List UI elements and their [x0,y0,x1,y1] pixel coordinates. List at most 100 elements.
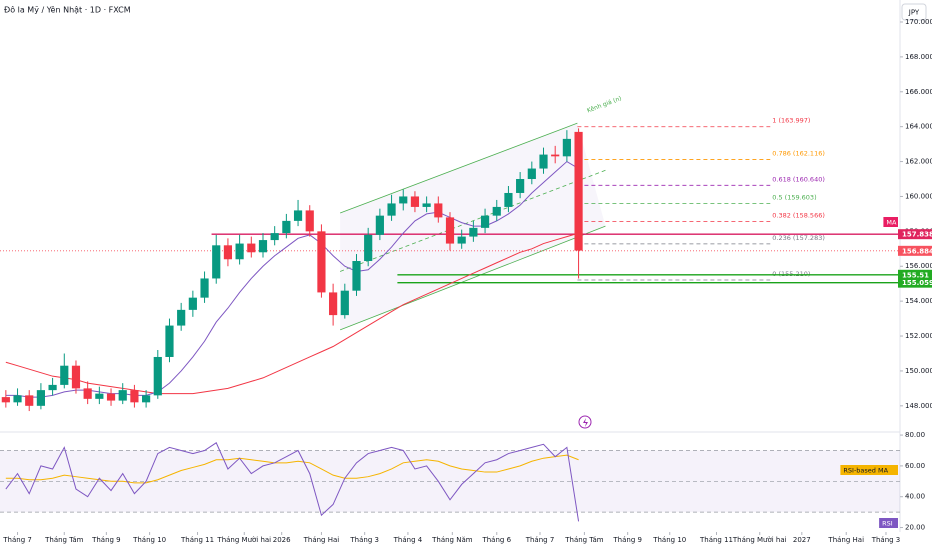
candle-body [247,243,256,253]
candle-body [270,233,279,241]
x-tick-label: Tháng Hai [827,536,864,544]
candle-body [422,203,431,207]
candle-body [13,395,22,403]
candle-body [469,227,478,237]
candle-body [364,234,373,262]
x-tick-label: Tháng 3 [871,536,901,544]
x-tick-label: 2026 [273,536,291,544]
x-tick-label: Tháng Hai [303,536,340,544]
candle-body [130,390,139,403]
rsi-tick-label: 40.00 [905,493,925,501]
event-bolt [583,418,588,427]
x-tick-label: Tháng 9 [612,536,642,544]
candle-body [410,196,420,207]
candle-body [25,395,34,406]
rsi-tick-label: 60.00 [905,462,925,470]
candle-body [574,131,583,251]
candle-body [504,192,513,207]
fib-label: 0 (155.210) [772,270,810,278]
indicator-tag-label: RSI [882,520,893,528]
candle-body [492,206,501,216]
candle-body [36,390,45,406]
candle-body [83,388,92,399]
x-tick-label: 2027 [793,536,811,544]
y-tick-label: 166.000 [905,88,932,96]
candle-body [434,203,443,218]
y-tick-label: 170.000 [905,18,932,26]
x-tick-label: Tháng 6 [481,536,511,544]
fib-label: 0.786 (162.116) [772,150,825,158]
candle-body [399,196,408,204]
candle-body [95,393,104,399]
candle-body [516,179,525,193]
candle-body [539,154,548,169]
fib-label: 0.382 (158.566) [772,211,825,219]
candle-body [305,210,314,232]
x-tick-label: Tháng 3 [349,536,379,544]
candle-body [118,390,127,401]
candle-body [71,365,81,389]
y-tick-label: 152.000 [905,332,932,340]
candle-body [106,393,116,401]
price-tag [898,269,932,280]
indicator-tag-label: RSI-based MA [843,467,888,475]
candle-body [457,236,466,244]
candle-body [282,220,291,234]
rsi-tick-label: 20.00 [905,524,925,532]
y-tick-label: 150.000 [905,367,932,375]
fib-label: 0.236 (157.283) [772,234,825,242]
candle-body [212,245,221,279]
candle-body [562,138,571,157]
candle-body [1,397,10,403]
candle-body [293,210,303,221]
candle-body [188,297,197,310]
candle-body [165,325,174,357]
ma-long-line [5,232,579,395]
y-tick-label: 168.000 [905,53,932,61]
channel-upper [339,122,578,214]
x-tick-label: Tháng Năm [431,536,473,544]
x-tick-label: Tháng 7 [2,536,32,544]
candle-body [142,395,151,403]
candle-body [235,243,244,260]
y-tick-label: 160.000 [905,192,932,200]
rsi-line [5,442,580,522]
fib-label: 0.5 (159.603) [772,193,816,201]
channel-lower [339,225,606,331]
candle-body [387,203,396,216]
x-tick-label: Tháng 10 [652,536,686,544]
y-tick-label: 162.000 [905,158,932,166]
x-tick-label: Tháng 11 [699,536,733,544]
candle-body [317,231,326,293]
candle-body [177,309,186,326]
candle-body [153,356,162,396]
candle-body [445,217,455,244]
candle-body [258,240,268,253]
price-tag [898,277,932,288]
price-tag-label: 157.838 [902,231,932,239]
y-tick-label: 156.000 [905,262,932,270]
candle-body [200,278,209,298]
x-tick-label: Tháng 4 [393,536,423,544]
y-tick-label: 164.000 [905,123,932,131]
indicator-tag-label: MA [886,219,897,227]
candle-body [60,365,69,385]
candle-body [551,154,560,157]
currency-box[interactable] [901,3,927,21]
candle-body [527,168,536,180]
indicator-tag [883,217,898,227]
x-tick-label: Tháng 11 [180,536,214,544]
x-tick-label: Tháng Tám [44,536,84,544]
candle-body [223,245,233,260]
chart-title: Đô la Mỹ / Yên Nhật · 1D · FXCM [4,5,131,16]
indicator-tag [879,518,898,528]
channel-fill [340,123,606,330]
y-tick-label: 148.000 [905,402,932,410]
fib-label: 0.618 (160.640) [772,175,825,183]
x-tick-label: Tháng 7 [525,536,555,544]
currency[interactable]: JPY [908,9,920,17]
fib-label: 1 (163.997) [772,117,810,125]
price-tag-label: 155.51 [902,271,929,279]
candle-body [352,261,361,291]
